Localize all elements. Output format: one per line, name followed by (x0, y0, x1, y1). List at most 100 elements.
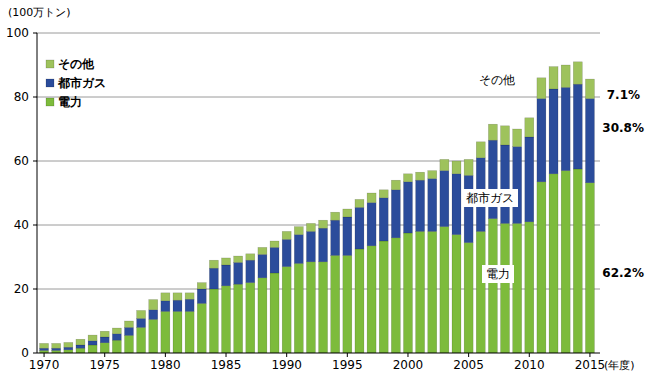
y-tick-label: 100 (6, 26, 29, 40)
bar-segment (246, 283, 255, 353)
bar-segment (573, 84, 582, 169)
bar-segment (161, 301, 170, 312)
bar-segment (282, 231, 291, 239)
bar-segment (403, 182, 412, 233)
x-tick-label: 1995 (332, 358, 363, 372)
bar-segment (488, 219, 497, 353)
bar-segment (137, 327, 146, 353)
bar-segment (440, 227, 449, 353)
bar-segment (234, 256, 243, 262)
bar-segment (173, 300, 182, 311)
y-tick (33, 161, 37, 162)
bar-segment (561, 171, 570, 353)
y-tick-label: 60 (14, 154, 29, 168)
bar-segment (464, 243, 473, 353)
bar-segment (440, 171, 449, 227)
bar-segment (452, 174, 461, 235)
y-axis-label: (100万トン) (8, 6, 71, 19)
bar-segment (234, 284, 243, 353)
x-tick-label: 1970 (29, 358, 60, 372)
bar-segment (585, 99, 594, 183)
y-tick-label: 20 (14, 282, 29, 296)
bar-segment (537, 78, 546, 99)
grid-line (36, 33, 600, 34)
x-tick (589, 353, 590, 357)
x-tick (104, 353, 105, 357)
bar-segment (112, 328, 121, 334)
bar-segment (185, 293, 194, 299)
y-tick (33, 353, 37, 354)
chart: 0204060801001970197519801985199019952000… (0, 0, 650, 379)
bar-segment (149, 319, 158, 353)
bar-segment (161, 311, 170, 353)
bar-segment (525, 118, 534, 137)
bar-segment (282, 267, 291, 353)
bar-segment (464, 159, 473, 175)
x-tick-label: 1975 (89, 358, 120, 372)
bar-segment (100, 337, 109, 343)
bar-segment (452, 161, 461, 174)
bar-segment (367, 246, 376, 353)
x-tick (407, 353, 408, 357)
bar-segment (112, 340, 121, 353)
bar-segment (40, 343, 49, 348)
bar-segment (270, 273, 279, 353)
legend: その他都市ガス電力 (46, 57, 106, 109)
bar-segment (306, 223, 315, 231)
bar-segment (258, 278, 267, 353)
x-tick-label: 2005 (453, 358, 484, 372)
bar-segment (416, 180, 425, 231)
x-tick-label: 2015 (575, 358, 606, 372)
bar-segment (428, 179, 437, 232)
bar-segment (209, 289, 218, 353)
bar-segment (488, 124, 497, 140)
x-axis (37, 353, 600, 354)
bar-segment (476, 231, 485, 353)
y-tick-label: 40 (14, 218, 29, 232)
annotation-bg (462, 189, 518, 207)
bar-segment (306, 231, 315, 261)
bar-segment (294, 227, 303, 235)
bar-segment (513, 129, 522, 147)
bar-segment (501, 126, 510, 145)
bar-segment (149, 300, 158, 310)
bar-segment (331, 255, 340, 353)
grid (33, 33, 600, 353)
bar-segment (367, 203, 376, 246)
bar-segment (234, 262, 243, 284)
bar-segment (464, 175, 473, 242)
annotation: 30.8% (602, 121, 644, 135)
bar-segment (209, 260, 218, 268)
bar-segment (428, 231, 437, 353)
bar-segment (355, 199, 364, 207)
y-tick (33, 289, 37, 290)
bar-segment (561, 65, 570, 87)
x-tick-label: 1985 (211, 358, 242, 372)
bar-segment (513, 147, 522, 224)
annotation: 電力 (486, 267, 510, 281)
x-tick-label: 1980 (150, 358, 181, 372)
y-tick-label: 80 (14, 90, 29, 104)
bar-segment (585, 79, 594, 99)
x-tick-label: 2010 (514, 358, 545, 372)
annotation-bg (482, 265, 514, 283)
bar-segment (573, 169, 582, 353)
bar-segment (379, 241, 388, 353)
bar-segment (185, 299, 194, 311)
y-tick (33, 225, 37, 226)
bar-segment (416, 172, 425, 180)
bar-segment (549, 89, 558, 174)
bar-segment (76, 345, 85, 348)
bar-segment (137, 318, 146, 327)
bar-segment (391, 238, 400, 353)
bar-segment (343, 255, 352, 353)
bar-segment (306, 262, 315, 353)
bar-segment (513, 223, 522, 353)
bar-segment (561, 87, 570, 170)
bar-segment (391, 190, 400, 238)
bar-segment (294, 263, 303, 353)
bar-segment (197, 289, 206, 303)
bar-segment (149, 310, 158, 320)
legend-swatch (46, 60, 54, 68)
bar-segment (379, 198, 388, 241)
